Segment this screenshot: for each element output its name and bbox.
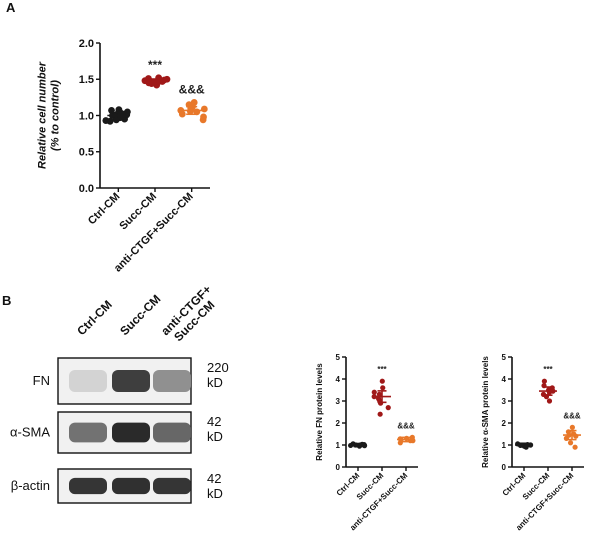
y-tick-label: 3: [336, 397, 341, 406]
y-tick-label: 2.0: [79, 38, 94, 50]
y-tick-label: 2: [502, 419, 507, 428]
significance-label: ***: [543, 365, 553, 374]
data-point: [124, 108, 131, 116]
x-tick-label: Ctrl-CM: [86, 191, 123, 228]
panel-letter-a: A: [6, 0, 16, 15]
y-tick-label: 5: [502, 353, 507, 362]
significance-label: &&&: [397, 421, 415, 430]
y-tick-label: 1.0: [79, 110, 94, 122]
data-point: [385, 405, 391, 411]
y-tick-label: 5: [336, 353, 341, 362]
y-axis-title: (% to control): [50, 80, 62, 151]
y-tick-label: 0: [336, 463, 341, 472]
data-point: [155, 74, 163, 82]
y-tick-label: 4: [502, 375, 507, 384]
panel-letter-b: B: [2, 293, 11, 308]
data-point: [379, 378, 385, 384]
y-axis-title: Relative FN protein levels: [315, 363, 324, 461]
data-point: [541, 378, 547, 384]
data-point: [102, 117, 110, 124]
y-tick-label: 1.5: [79, 74, 94, 86]
data-point: [190, 99, 198, 106]
chart-cell-number: 0.0 0.5 1.0 1.5 2.0 Relative cell number (% to…: [37, 38, 210, 275]
y-axis-title: Relative cell number: [37, 61, 49, 169]
blot-row-label: FN: [33, 373, 50, 388]
blot-band: [153, 477, 191, 495]
data-point: [572, 444, 578, 450]
blot-band: [153, 422, 191, 443]
y-tick-label: 4: [336, 375, 341, 384]
blot-band: [69, 477, 107, 495]
y-tick-label: 1: [336, 441, 341, 450]
blot-band: [69, 369, 107, 393]
data-point: [145, 79, 153, 87]
molecular-weight-label: kD: [207, 486, 223, 501]
significance-label: &&&: [179, 82, 205, 96]
y-tick-label: 3: [502, 397, 507, 406]
blot-band: [112, 422, 150, 443]
blot-band: [112, 369, 150, 393]
western-blot: Ctrl-CM Succ-CManti-CTGF+Succ-CMFN220kDα-…: [10, 282, 229, 504]
y-tick-label: 2: [336, 419, 341, 428]
significance-label: ***: [377, 365, 387, 374]
blot-row-label: α-SMA: [10, 425, 50, 440]
significance-label: ***: [148, 58, 162, 72]
data-point: [380, 385, 386, 391]
data-point: [371, 389, 377, 395]
data-point: [200, 113, 207, 121]
blot-row-label: β-actin: [11, 478, 50, 493]
molecular-weight-label: kD: [207, 429, 223, 444]
y-tick-label: 0.5: [79, 147, 94, 159]
molecular-weight-label: 42: [207, 471, 221, 486]
y-tick-label: 0: [502, 463, 507, 472]
significance-label: &&&: [563, 411, 581, 420]
blot-band: [112, 477, 150, 495]
lane-label: Succ-CM: [117, 292, 163, 338]
data-point: [569, 424, 575, 430]
data-point: [377, 411, 383, 417]
y-axis-title: Relative α-SMA protein levels: [481, 356, 490, 468]
blot-band: [153, 369, 191, 393]
molecular-weight-label: kD: [207, 375, 223, 390]
lane-label: Ctrl-CM: [74, 298, 115, 339]
blot-band: [69, 422, 107, 443]
molecular-weight-label: 42: [207, 414, 221, 429]
y-tick-label: 1: [502, 441, 507, 450]
data-point: [546, 398, 553, 404]
data-point: [376, 391, 383, 397]
data-point: [567, 440, 574, 446]
molecular-weight-label: 220: [207, 360, 229, 375]
data-point: [200, 105, 208, 113]
y-tick-label: 0.0: [79, 183, 94, 195]
